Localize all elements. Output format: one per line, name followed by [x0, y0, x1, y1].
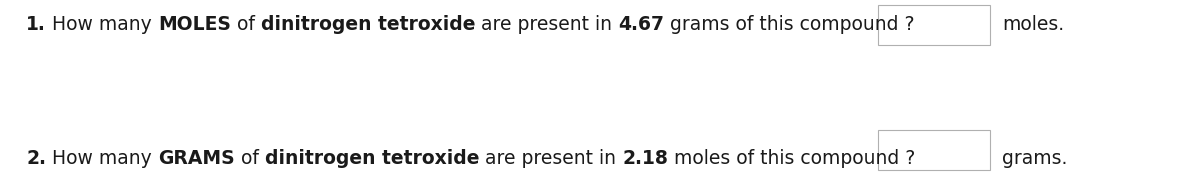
Text: 2.18: 2.18 [622, 148, 668, 168]
Text: grams.: grams. [1002, 148, 1067, 168]
Text: How many: How many [47, 16, 158, 34]
Text: of: of [230, 16, 260, 34]
Text: moles.: moles. [1002, 16, 1064, 34]
Text: grams of this compound ?: grams of this compound ? [665, 16, 914, 34]
Text: 2.: 2. [26, 148, 47, 168]
Text: moles of this compound ?: moles of this compound ? [668, 148, 916, 168]
Text: of: of [235, 148, 265, 168]
Text: MOLES: MOLES [158, 16, 230, 34]
Text: are present in: are present in [479, 148, 622, 168]
Text: dinitrogen tetroxide: dinitrogen tetroxide [265, 148, 479, 168]
Text: dinitrogen tetroxide: dinitrogen tetroxide [260, 16, 475, 34]
Text: 1.: 1. [26, 16, 47, 34]
Text: How many: How many [47, 148, 158, 168]
Text: are present in: are present in [475, 16, 618, 34]
Text: 4.67: 4.67 [618, 16, 665, 34]
Text: GRAMS: GRAMS [158, 148, 235, 168]
